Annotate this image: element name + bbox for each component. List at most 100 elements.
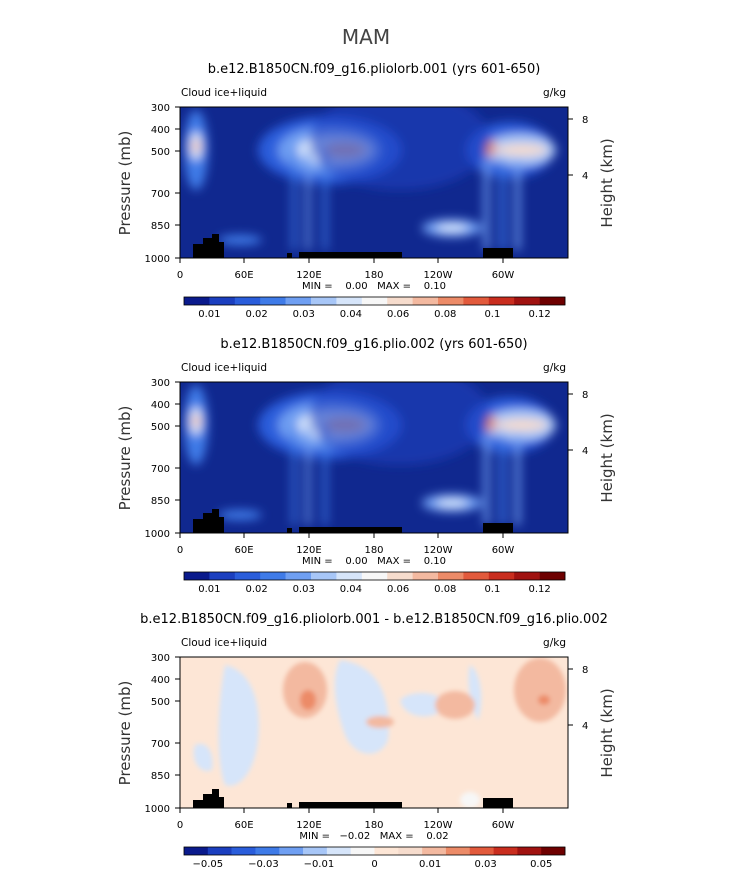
colorbar-swatch [438,297,464,305]
x-tick-label: 120W [424,820,453,831]
colorbar-label: −0.05 [192,859,223,870]
colorbar-swatch [311,572,337,580]
panel-3-field [180,657,568,808]
x-tick-label: 60W [492,820,515,831]
y-tick-label: 500 [151,147,170,158]
y-tick-label: 300 [151,653,170,664]
right-axis-title: Height (km) [598,413,616,502]
panel-3-right-axis: 8 4 Height (km) [568,665,616,778]
colorbar-frame [183,296,566,306]
panel-2-x-axis: 0 60E 120E 180 120W 60W [177,533,514,556]
panel-2: b.e12.B1850CN.f09_g16.plio.002 (yrs 601-… [116,337,616,595]
panel-2-right-axis: 8 4 Height (km) [568,390,616,503]
x-tick-label: 60E [234,545,253,556]
colorbar-label: 0.02 [245,584,267,595]
colorbar-swatch [255,847,280,855]
panel-3-units-label: g/kg [543,637,566,649]
colorbar-label: 0.08 [434,309,456,320]
colorbar-swatch [234,297,261,305]
y-tick-label: 1000 [145,529,170,540]
colorbar-label: 0.08 [434,584,456,595]
colorbar-swatch [387,572,413,580]
colorbar-swatch [517,847,542,855]
x-tick-label: 120E [296,545,321,556]
colorbar-swatch [463,297,490,305]
y-axis-title: Pressure (mb) [116,131,134,236]
x-tick-label: 180 [364,545,383,556]
panel-1-title: b.e12.B1850CN.f09_g16.pliolorb.001 (yrs … [208,62,541,77]
panel-1-colorbar: 0.01 0.02 0.03 0.04 0.06 0.08 0.1 0.12 [183,296,566,320]
y-tick-label: 500 [151,697,170,708]
panel-3: b.e12.B1850CN.f09_g16.pliolorb.001 - b.e… [116,612,616,870]
colorbar-swatch [207,847,232,855]
colorbar-swatch [541,847,566,855]
y-tick-label: 700 [151,739,170,750]
y-tick-label: 850 [151,496,170,507]
colorbar-frame [183,571,566,581]
colorbar-label: 0.1 [484,584,500,595]
colorbar-label: 0.01 [198,584,220,595]
x-tick-label: 60E [234,270,253,281]
colorbar-frame [183,846,566,856]
y-tick-label: 850 [151,771,170,782]
colorbar-label: 0.12 [528,584,550,595]
colorbar-label: 0.02 [245,309,267,320]
x-tick-label: 0 [177,820,183,831]
colorbar-swatch [469,847,494,855]
colorbar-swatch [260,572,286,580]
colorbar-swatch [184,297,210,305]
colorbar-swatch [463,572,490,580]
colorbar-swatch [285,297,312,305]
colorbar-swatch [412,572,439,580]
panel-1: b.e12.B1850CN.f09_g16.pliolorb.001 (yrs … [116,62,616,320]
colorbar-label: 0.12 [528,309,550,320]
panel-2-colorbar: 0.01 0.02 0.03 0.04 0.06 0.08 0.1 0.12 [183,571,566,595]
colorbar-swatch [488,297,515,305]
colorbar-swatch [422,847,447,855]
right-axis-title: Height (km) [598,138,616,227]
colorbar-label: 0.03 [474,859,496,870]
right-tick-label: 4 [582,446,588,457]
panel-1-variable-label: Cloud ice+liquid [181,87,267,99]
y-tick-label: 1000 [145,254,170,265]
panel-3-y-axis: 300 400 500 700 850 1000 Pressure (mb) [116,653,180,815]
colorbar-swatch [350,847,375,855]
x-tick-label: 120W [424,270,453,281]
colorbar-swatch [539,572,566,580]
colorbar-swatch [374,847,399,855]
colorbar-swatch [234,572,261,580]
colorbar-label: 0.04 [340,309,362,320]
x-tick-label: 120E [296,270,321,281]
colorbar-swatch [285,572,312,580]
colorbar-swatch [445,847,471,855]
y-tick-label: 300 [151,378,170,389]
colorbar-swatch [336,297,363,305]
x-tick-label: 120W [424,545,453,556]
colorbar-label: 0.06 [387,309,409,320]
panel-2-stats: MIN = 0.00 MAX = 0.10 [302,556,446,567]
colorbar-label: 0.01 [419,859,441,870]
panel-3-stats: MIN = −0.02 MAX = 0.02 [299,831,448,842]
colorbar-swatch [336,572,363,580]
colorbar-label: 0 [371,859,377,870]
panel-2-field [180,382,568,533]
colorbar-label: −0.03 [248,859,279,870]
x-tick-label: 120E [296,820,321,831]
panel-3-title: b.e12.B1850CN.f09_g16.pliolorb.001 - b.e… [140,612,608,627]
colorbar-label: −0.01 [304,859,335,870]
colorbar-swatch [514,297,540,305]
colorbar-swatch [438,572,464,580]
y-tick-label: 850 [151,221,170,232]
colorbar-swatch [184,847,209,855]
panel-1-x-axis: 0 60E 120E 180 120W 60W [177,258,514,281]
colorbar-label: 0.04 [340,584,362,595]
panel-1-right-axis: 8 4 Height (km) [568,115,616,228]
x-tick-label: 60E [234,820,253,831]
colorbar-swatch [493,847,518,855]
y-tick-label: 700 [151,189,170,200]
right-tick-label: 8 [582,115,588,126]
colorbar-swatch [412,297,439,305]
y-tick-label: 400 [151,125,170,136]
y-tick-label: 1000 [145,804,170,815]
